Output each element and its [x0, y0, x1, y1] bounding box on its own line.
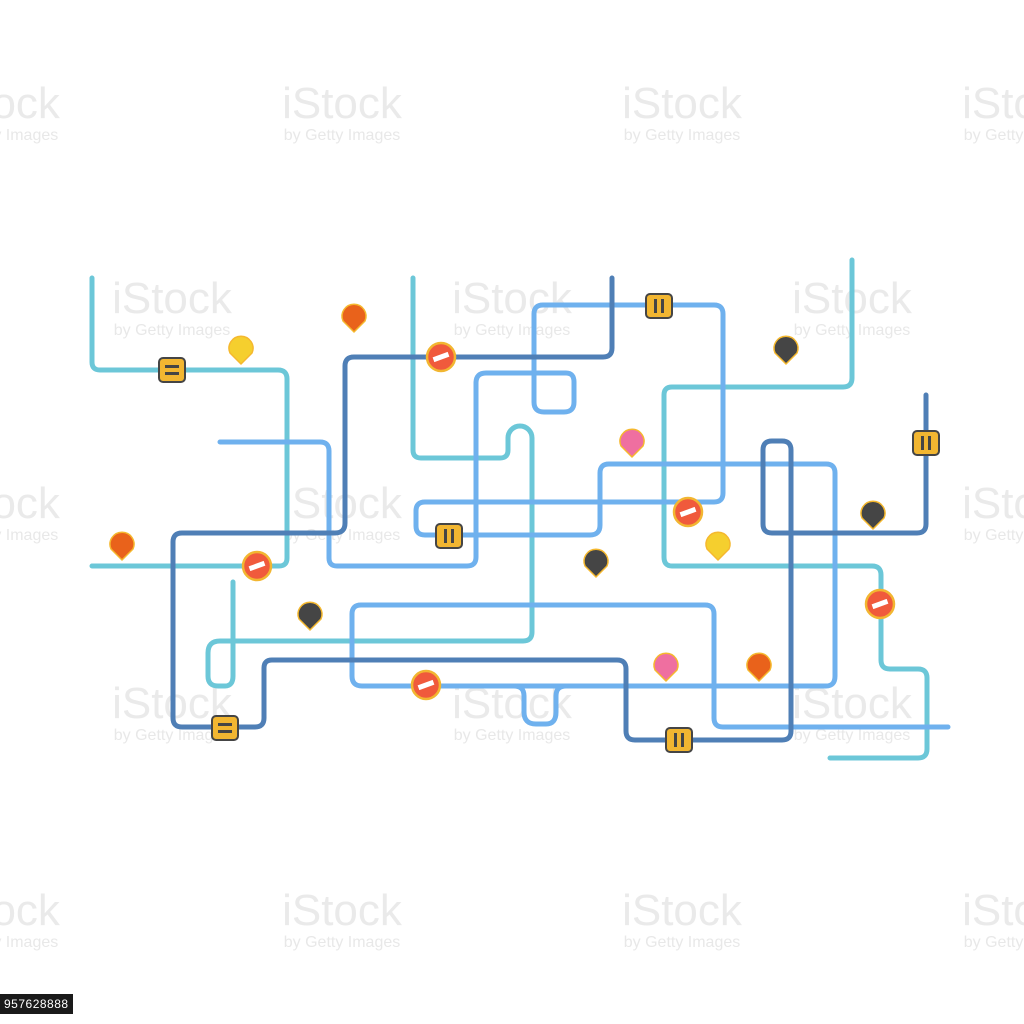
- watermark-title: iStock: [282, 886, 403, 935]
- watermark-subtitle: by Getty Images: [284, 127, 401, 144]
- watermark-subtitle: by Getty Images: [0, 934, 58, 951]
- route-line: [661, 257, 930, 761]
- watermark-title: iStock: [452, 274, 573, 323]
- pause-sign-icon: [158, 357, 186, 383]
- route-line: [170, 275, 929, 743]
- watermark-subtitle: by Getty Images: [624, 127, 741, 144]
- watermark-title: iStock: [112, 274, 233, 323]
- watermark-title: iStock: [962, 479, 1024, 528]
- marker-layer: [109, 293, 940, 753]
- watermark-subtitle: by Getty Images: [624, 934, 741, 951]
- pause-sign-icon: [665, 727, 693, 753]
- no-entry-sign-icon: [241, 550, 273, 582]
- watermark-title: iStock: [962, 886, 1024, 935]
- watermark-subtitle: by Getty Images: [964, 934, 1024, 951]
- no-entry-sign-icon: [864, 588, 896, 620]
- pause-sign-icon: [211, 715, 239, 741]
- watermark-subtitle: by Getty Images: [0, 127, 58, 144]
- watermark-title: iStock: [282, 479, 403, 528]
- route-line: [89, 275, 290, 569]
- watermark-subtitle: by Getty Images: [114, 322, 231, 339]
- no-entry-sign-icon: [672, 496, 704, 528]
- image-id-label: 957628888: [0, 994, 73, 1014]
- pause-sign-icon: [435, 523, 463, 549]
- watermark-subtitle: by Getty Images: [964, 127, 1024, 144]
- map-pin-icon: [583, 548, 609, 578]
- watermark-subtitle: by Getty Images: [964, 527, 1024, 544]
- watermark-title: iStock: [0, 886, 61, 935]
- map-pin-icon: [297, 601, 323, 631]
- route-line: [433, 683, 569, 727]
- map-pin-icon: [619, 428, 645, 458]
- watermark-subtitle: by Getty Images: [284, 934, 401, 951]
- watermark-subtitle: by Getty Images: [114, 727, 231, 744]
- watermark-subtitle: by Getty Images: [454, 727, 571, 744]
- map-pin-icon: [705, 531, 731, 561]
- map-pin-icon: [109, 531, 135, 561]
- watermark-title: iStock: [962, 79, 1024, 128]
- map-pin-icon: [653, 652, 679, 682]
- pause-sign-icon: [645, 293, 673, 319]
- map-pin-icon: [228, 335, 254, 365]
- map-pin-icon: [341, 303, 367, 333]
- watermark-title: iStock: [0, 479, 61, 528]
- route-line: [217, 302, 951, 730]
- no-entry-sign-icon: [425, 341, 457, 373]
- map-pin-icon: [773, 335, 799, 365]
- no-entry-sign-icon: [410, 669, 442, 701]
- routes: [89, 257, 951, 761]
- map-pin-icon: [746, 652, 772, 682]
- watermark-title: iStock: [282, 79, 403, 128]
- watermark-title: iStock: [0, 79, 61, 128]
- watermark-title: iStock: [622, 79, 743, 128]
- route-line: [205, 275, 535, 689]
- watermark-subtitle: by Getty Images: [794, 727, 911, 744]
- watermark-subtitle: by Getty Images: [454, 322, 571, 339]
- watermark-title: iStock: [622, 886, 743, 935]
- watermark-subtitle: by Getty Images: [0, 527, 58, 544]
- pause-sign-icon: [912, 430, 940, 456]
- map-pin-icon: [860, 500, 886, 530]
